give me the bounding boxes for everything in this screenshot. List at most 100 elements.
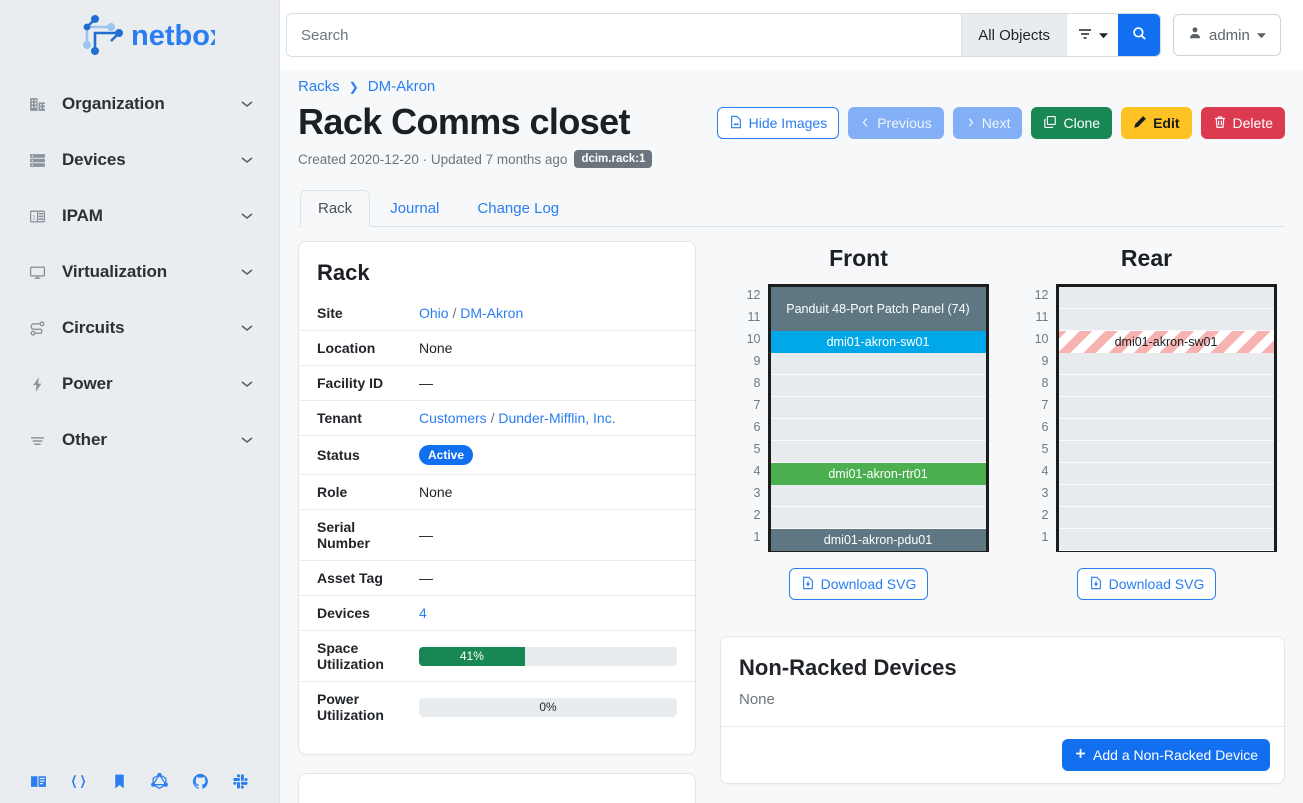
- row-value: None: [411, 330, 695, 366]
- rack-unit-slot[interactable]: [770, 485, 986, 507]
- clone-icon: [1043, 115, 1057, 132]
- chevron-down-icon[interactable]: [239, 376, 255, 392]
- search-filter-button[interactable]: [1066, 14, 1118, 56]
- space-utilization-value: 41%: [459, 649, 484, 663]
- row-label: Space Utilization: [299, 630, 411, 682]
- rack-unit-slot[interactable]: [1058, 375, 1274, 397]
- chevron-down-icon[interactable]: [239, 432, 255, 448]
- search-scope-button[interactable]: All Objects: [961, 14, 1066, 56]
- site-region-link[interactable]: Ohio: [419, 305, 449, 321]
- rack-detail-card: Rack Site Ohio / DM-Akron Location: [298, 241, 696, 755]
- delete-button[interactable]: Delete: [1200, 107, 1285, 139]
- rack-unit-slot[interactable]: [1058, 397, 1274, 419]
- netbox-logo-icon: netbox: [82, 15, 215, 55]
- rack-unit-slot[interactable]: [770, 397, 986, 419]
- rack-unit-slot[interactable]: [1058, 287, 1274, 309]
- download-svg-rear-button[interactable]: Download SVG: [1076, 568, 1217, 600]
- chevron-down-icon[interactable]: [239, 152, 255, 168]
- chevron-down-icon[interactable]: [239, 320, 255, 336]
- rack-unit-slot[interactable]: [770, 353, 986, 375]
- search-submit-button[interactable]: [1118, 14, 1160, 56]
- rack-unit-slot[interactable]: [770, 375, 986, 397]
- rack-unit-slot[interactable]: [1058, 309, 1274, 331]
- rack-unit-slot[interactable]: [770, 507, 986, 529]
- chevron-down-icon[interactable]: [239, 96, 255, 112]
- brand-logo[interactable]: netbox: [0, 0, 279, 66]
- bookmark-icon[interactable]: [111, 773, 128, 790]
- rack-detail-table: Site Ohio / DM-Akron Location None Facil: [299, 296, 695, 732]
- add-non-racked-device-button[interactable]: Add a Non-Racked Device: [1062, 739, 1270, 771]
- sidebar-item-other[interactable]: Other: [0, 412, 279, 468]
- chevron-down-icon[interactable]: [239, 208, 255, 224]
- tab-journal[interactable]: Journal: [390, 200, 440, 217]
- clone-button[interactable]: Clone: [1031, 107, 1113, 139]
- docs-book-icon[interactable]: [30, 773, 47, 790]
- row-label: Serial Number: [299, 509, 411, 561]
- ipam-icon: 1: [26, 206, 48, 226]
- rack-unit-number: 7: [1041, 398, 1049, 412]
- breadcrumb-current-link[interactable]: DM-Akron: [367, 78, 436, 95]
- breadcrumb-parent-link[interactable]: Racks: [298, 78, 340, 95]
- rack-device[interactable]: dmi01-akron-sw01: [1058, 331, 1274, 353]
- sidebar-item-virtualization[interactable]: Virtualization: [0, 244, 279, 300]
- clone-label: Clone: [1063, 115, 1101, 131]
- rack-unit-slot[interactable]: [770, 441, 986, 463]
- sidebar-item-circuits[interactable]: Circuits: [0, 300, 279, 356]
- user-name: admin: [1209, 26, 1250, 44]
- download-svg-front-button[interactable]: Download SVG: [788, 568, 929, 600]
- row-value: 4: [411, 595, 695, 631]
- rack-unit-slot[interactable]: [1058, 529, 1274, 551]
- api-braces-icon[interactable]: [70, 773, 87, 790]
- sidebar-item-label: Power: [62, 374, 113, 393]
- github-icon[interactable]: [192, 773, 209, 790]
- sidebar-item-power[interactable]: Power: [0, 356, 279, 412]
- devices-count-link[interactable]: 4: [419, 605, 427, 621]
- rack-device[interactable]: dmi01-akron-rtr01: [770, 463, 986, 485]
- chevron-down-icon[interactable]: [239, 264, 255, 280]
- rack-elevations: Front 12 11 10 9 8 7 6 5 4 3 2 1 Panduit 48-Port Pa…: [720, 241, 1285, 552]
- rack-unit-number: 10: [1034, 332, 1049, 346]
- table-row: Site Ohio / DM-Akron: [299, 296, 695, 331]
- rack-unit-slot[interactable]: [1058, 507, 1274, 529]
- tenant-link[interactable]: Dunder-Mifflin, Inc.: [498, 410, 616, 426]
- rack-unit-slot[interactable]: [1058, 441, 1274, 463]
- user-menu-button[interactable]: admin: [1173, 14, 1281, 56]
- organization-icon: [26, 94, 48, 114]
- previous-button[interactable]: Previous: [848, 107, 944, 139]
- rack-unit-number: 9: [753, 354, 761, 368]
- circuits-icon: [26, 318, 48, 338]
- rack-unit-number: 9: [1041, 354, 1049, 368]
- rack-unit-number: 8: [753, 376, 761, 390]
- rack-unit-slot[interactable]: [1058, 353, 1274, 375]
- rack-unit-number: 4: [1041, 464, 1049, 478]
- search-input[interactable]: [287, 14, 962, 56]
- hide-images-button[interactable]: Hide Images: [716, 107, 840, 139]
- graphql-icon[interactable]: [151, 772, 169, 790]
- table-row: Serial Number —: [299, 509, 695, 561]
- sidebar-item-organization[interactable]: Organization: [0, 76, 279, 132]
- rack-unit-slot[interactable]: [1058, 485, 1274, 507]
- slack-icon[interactable]: [232, 773, 249, 790]
- rack-unit-slot[interactable]: [1058, 419, 1274, 441]
- front-title: Front: [829, 245, 888, 271]
- rear-elevation: Rear 12 11 10 9 8 7 6 5 4 3 2 1 dmi01-akron-sw01: [1017, 245, 1277, 552]
- rack-unit-slot[interactable]: [770, 419, 986, 441]
- tab-rack[interactable]: Rack: [300, 190, 371, 227]
- rack-unit-number: 5: [1041, 442, 1049, 456]
- rack-unit-slot[interactable]: [1058, 463, 1274, 485]
- site-link[interactable]: DM-Akron: [460, 305, 524, 321]
- tenant-group-link[interactable]: Customers: [419, 410, 487, 426]
- rack-device[interactable]: Panduit 48-Port Patch Panel (74): [770, 287, 986, 331]
- row-value: —: [411, 509, 695, 561]
- next-button[interactable]: Next: [952, 107, 1023, 139]
- created-updated-text: Created 2020-12-20 · Updated 7 months ag…: [298, 151, 568, 167]
- row-value: —: [411, 365, 695, 401]
- rack-device[interactable]: dmi01-akron-sw01: [770, 331, 986, 353]
- sidebar-item-ipam[interactable]: 1 IPAM: [0, 188, 279, 244]
- tab-change-log[interactable]: Change Log: [477, 200, 560, 217]
- rack-device[interactable]: dmi01-akron-pdu01: [770, 529, 986, 551]
- sidebar-item-devices[interactable]: Devices: [0, 132, 279, 188]
- edit-button[interactable]: Edit: [1121, 107, 1192, 139]
- table-row: Role None: [299, 474, 695, 510]
- power-icon: [26, 374, 48, 394]
